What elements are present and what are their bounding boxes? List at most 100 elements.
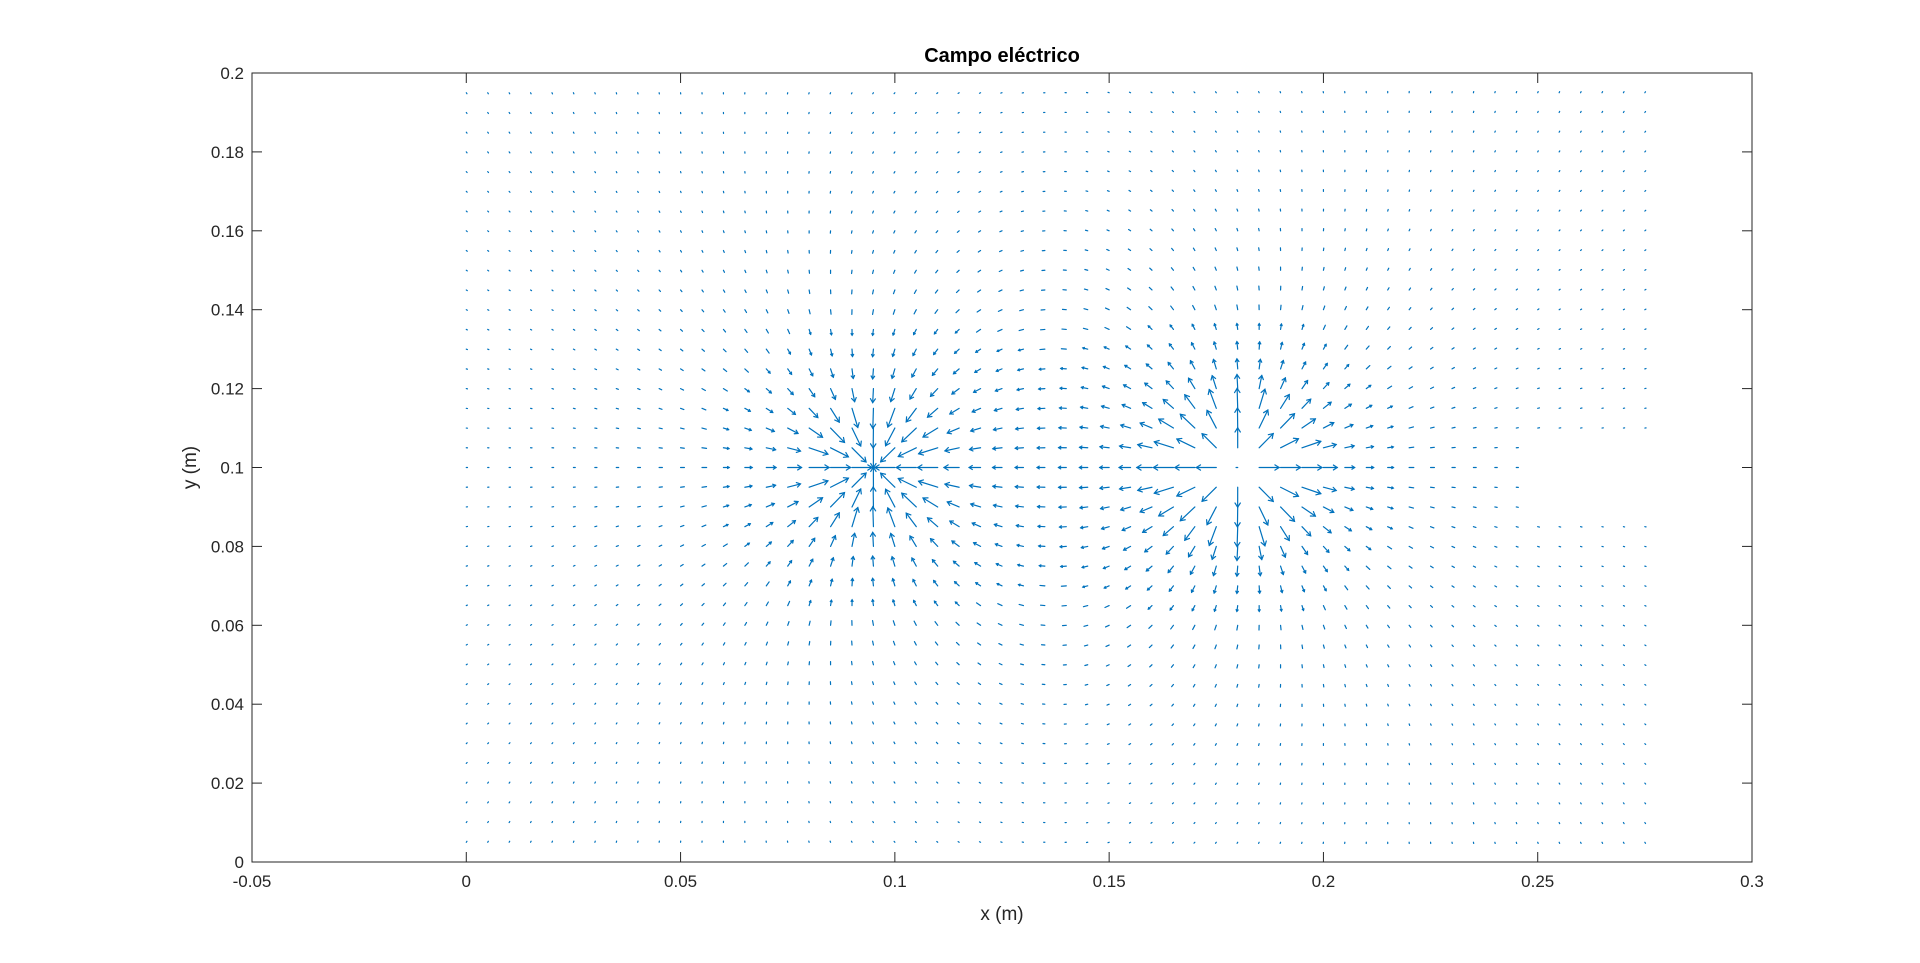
field-arrow	[679, 210, 682, 214]
field-arrow	[679, 230, 682, 233]
field-arrow	[893, 681, 896, 686]
field-arrow	[637, 190, 639, 194]
field-arrow	[1165, 545, 1175, 555]
field-arrow	[679, 249, 683, 253]
field-arrow	[615, 584, 619, 587]
field-arrow	[487, 643, 490, 646]
field-arrow	[1153, 439, 1175, 449]
field-arrow	[765, 561, 771, 567]
field-arrow	[1257, 604, 1261, 613]
field-arrow	[1170, 267, 1175, 271]
field-arrow	[594, 525, 598, 528]
field-arrow	[872, 701, 875, 705]
field-arrow	[529, 151, 532, 154]
field-arrow	[744, 681, 747, 686]
field-arrow	[936, 151, 939, 154]
field-arrow	[787, 519, 797, 528]
field-arrow	[615, 623, 619, 626]
field-arrow	[808, 579, 813, 587]
field-arrow	[829, 388, 837, 401]
field-arrow	[1322, 266, 1325, 271]
field-arrow	[658, 328, 662, 332]
field-arrow	[1472, 526, 1477, 529]
field-arrow	[1558, 743, 1561, 746]
field-arrow	[1100, 526, 1110, 531]
field-arrow	[1494, 604, 1497, 608]
field-arrow	[1365, 624, 1369, 629]
field-arrow	[872, 92, 875, 95]
field-arrow	[1558, 170, 1561, 173]
field-arrow	[1014, 504, 1025, 509]
field-arrow	[1408, 565, 1413, 569]
field-arrow	[1127, 683, 1132, 687]
field-arrow	[572, 683, 575, 686]
field-arrow	[1644, 308, 1647, 311]
field-arrow	[1118, 485, 1132, 492]
field-arrow	[572, 289, 576, 292]
field-arrow	[1106, 229, 1110, 232]
field-arrow	[917, 479, 939, 488]
field-arrow	[957, 821, 960, 824]
field-arrow	[1212, 340, 1217, 350]
field-arrow	[1601, 762, 1604, 765]
field-arrow	[993, 407, 1003, 412]
y-tick: 0.02	[211, 774, 1752, 793]
field-arrow	[1211, 358, 1217, 370]
field-arrow	[722, 562, 728, 567]
field-arrow	[850, 840, 853, 843]
field-arrow	[872, 230, 875, 234]
field-arrow	[679, 328, 684, 332]
y-tick-label: 0	[235, 853, 244, 872]
field-arrow	[551, 249, 554, 252]
field-arrow	[551, 328, 554, 331]
field-arrow	[1257, 322, 1261, 331]
field-arrow	[1171, 150, 1175, 153]
field-arrow	[487, 230, 490, 233]
x-tick: 0.05	[664, 73, 697, 891]
field-arrow	[1122, 384, 1132, 390]
field-arrow	[957, 781, 960, 784]
field-arrow	[1579, 91, 1582, 94]
chart-title: Campo eléctrico	[924, 45, 1080, 67]
field-arrow	[850, 348, 855, 358]
field-arrow	[1644, 782, 1647, 785]
field-arrow	[978, 111, 982, 114]
field-arrow	[1128, 228, 1132, 232]
field-arrow	[1515, 248, 1518, 252]
field-arrow	[1128, 91, 1132, 94]
field-arrow	[1558, 308, 1561, 311]
x-tick-label: 0.3	[1740, 872, 1764, 891]
field-arrow	[850, 131, 853, 134]
field-arrow	[1148, 624, 1153, 629]
field-arrow	[1622, 604, 1626, 607]
field-arrow	[1122, 545, 1132, 551]
field-arrow	[465, 230, 468, 233]
field-arrow	[1234, 486, 1241, 509]
field-arrow	[787, 661, 789, 666]
field-arrow	[551, 210, 554, 213]
field-arrow	[1494, 229, 1497, 232]
field-arrow	[851, 407, 860, 429]
field-arrow	[1644, 150, 1647, 153]
field-arrow	[1622, 762, 1625, 765]
field-arrow	[1494, 387, 1498, 390]
field-arrow	[572, 584, 576, 587]
field-arrow	[892, 289, 896, 295]
field-arrow	[1124, 585, 1132, 590]
field-arrow	[1148, 306, 1153, 311]
field-arrow	[1644, 743, 1647, 746]
field-arrow	[1101, 545, 1110, 550]
field-arrow	[1558, 367, 1562, 370]
field-arrow	[1214, 110, 1217, 114]
field-arrow	[978, 230, 982, 233]
field-arrow	[594, 702, 597, 705]
field-arrow	[872, 761, 875, 764]
field-arrow	[1258, 130, 1260, 133]
field-arrow	[1494, 644, 1497, 647]
field-arrow	[888, 388, 896, 403]
field-arrow	[1408, 664, 1411, 668]
field-arrow	[932, 348, 939, 356]
field-arrow	[1408, 346, 1413, 350]
field-arrow	[487, 92, 489, 95]
y-tick-label: 0.16	[211, 222, 244, 241]
